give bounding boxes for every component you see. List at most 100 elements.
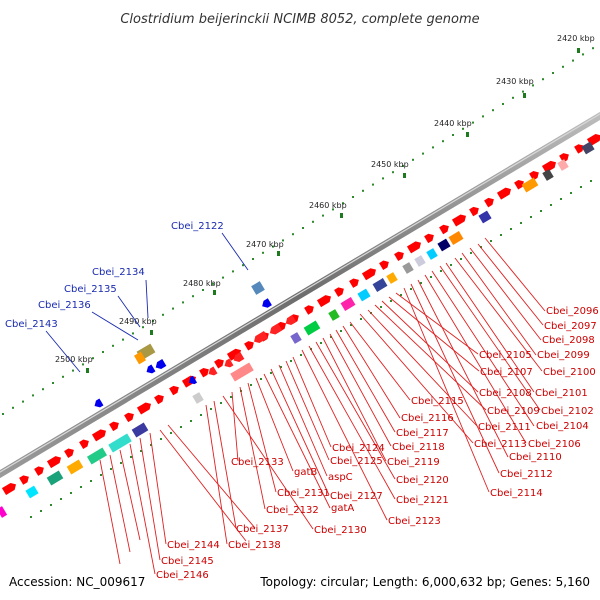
gene-label[interactable]: Cbei_2116 bbox=[401, 413, 454, 424]
scale-dot bbox=[400, 294, 402, 296]
scale-dot bbox=[132, 332, 134, 335]
gene-label[interactable]: Cbei_2130 bbox=[314, 525, 367, 536]
gene-arrow bbox=[394, 251, 404, 262]
scale-dot bbox=[472, 121, 474, 124]
gene-label[interactable]: Cbei_2118 bbox=[392, 442, 445, 453]
scale-tick bbox=[150, 330, 153, 335]
connector-line bbox=[349, 321, 411, 401]
gene-box bbox=[372, 278, 388, 292]
gene-arrow-shape bbox=[19, 475, 29, 485]
gene-label[interactable]: Cbei_2133 bbox=[231, 457, 284, 468]
gene-box bbox=[448, 231, 464, 245]
gene-label[interactable]: Cbei_2100 bbox=[543, 367, 596, 378]
gene-label[interactable]: Cbei_2102 bbox=[541, 406, 594, 417]
gene-arrow-shape bbox=[188, 375, 198, 385]
gene-label[interactable]: Cbei_2114 bbox=[490, 488, 543, 499]
gene-label[interactable]: Cbei_2124 bbox=[332, 443, 385, 454]
gene-label[interactable]: Cbei_2127 bbox=[330, 491, 383, 502]
gene-box-shape bbox=[86, 447, 108, 465]
gene-label[interactable]: Cbei_2115 bbox=[411, 396, 464, 407]
gene-box-shape bbox=[414, 255, 426, 267]
gene-arrow-shape bbox=[226, 348, 242, 361]
scale-dot bbox=[402, 165, 404, 167]
gene-label[interactable]: Cbei_2135 bbox=[64, 284, 117, 295]
scale-dot bbox=[270, 372, 272, 374]
gene-box bbox=[25, 485, 39, 499]
gene-arrow bbox=[19, 475, 29, 485]
gene-label[interactable]: Cbei_2105 bbox=[479, 350, 532, 361]
gene-label[interactable]: Cbei_2098 bbox=[542, 335, 595, 346]
gene-arrow-shape bbox=[514, 180, 524, 190]
gene-label[interactable]: Cbei_2146 bbox=[156, 570, 209, 581]
gene-label[interactable]: Cbei_2136 bbox=[38, 300, 91, 311]
scale-dot bbox=[122, 338, 124, 341]
scale-dot bbox=[330, 336, 332, 338]
gene-arrow-shape bbox=[154, 394, 164, 405]
gene-label[interactable]: Cbei_2143 bbox=[5, 319, 58, 330]
gene-label[interactable]: Cbei_2109 bbox=[487, 406, 540, 417]
gene-label[interactable]: Cbei_2099 bbox=[537, 350, 590, 361]
gene-label[interactable]: Cbei_2113 bbox=[474, 439, 527, 450]
gene-box-shape bbox=[372, 278, 388, 292]
gene-arrow bbox=[424, 233, 434, 244]
blue-gene-labels: Cbei_2122 Cbei_2134 Cbei_2135 Cbei_2136 … bbox=[5, 221, 224, 330]
scale-dot bbox=[380, 306, 382, 308]
connector-line bbox=[221, 232, 249, 271]
map-title: Clostridium beijerinckii NCIMB 8052, com… bbox=[120, 12, 479, 27]
scale-dot bbox=[12, 406, 14, 409]
gene-label[interactable]: Cbei_2097 bbox=[544, 321, 597, 332]
gene-label[interactable]: Cbei_2120 bbox=[396, 475, 449, 486]
gene-label[interactable]: Cbei_2145 bbox=[161, 556, 214, 567]
gene-box-shape bbox=[437, 238, 451, 252]
gene-label[interactable]: Cbei_2131 bbox=[277, 488, 330, 499]
scale-dot bbox=[350, 324, 352, 326]
gene-arrow-shape bbox=[244, 341, 254, 351]
gene-label[interactable]: Cbei_2104 bbox=[536, 421, 589, 432]
scale-dot bbox=[262, 251, 264, 254]
gene-box bbox=[542, 169, 554, 181]
gene-label[interactable]: Cbei_2132 bbox=[266, 505, 319, 516]
scale-dot bbox=[170, 432, 172, 434]
gene-label[interactable]: Cbei_2111 bbox=[478, 422, 531, 433]
gene-arrow-shape bbox=[262, 298, 272, 308]
gene-arrow bbox=[169, 385, 179, 396]
gene-box bbox=[131, 422, 149, 438]
gene-label[interactable]: Cbei_2134 bbox=[92, 267, 145, 278]
gene-label[interactable]: Cbei_2137 bbox=[236, 524, 289, 535]
gene-box-shape bbox=[134, 351, 146, 365]
gene-label[interactable]: Cbei_2123 bbox=[388, 516, 441, 527]
gene-arrow-shape bbox=[34, 466, 44, 476]
kbp-label: 2420 kbp bbox=[557, 34, 595, 43]
scale-dot bbox=[360, 318, 362, 320]
gene-label[interactable]: Cbei_2144 bbox=[167, 540, 220, 551]
scale-dot bbox=[92, 357, 94, 360]
scale-dot bbox=[470, 252, 472, 254]
gene-label[interactable]: aspC bbox=[328, 472, 353, 483]
gene-arrow-shape bbox=[529, 171, 539, 181]
gene-label[interactable]: Cbei_2112 bbox=[500, 469, 553, 480]
gene-label[interactable]: Cbei_2096 bbox=[546, 306, 599, 317]
gene-label[interactable]: gatA bbox=[331, 503, 354, 514]
gene-box-shape bbox=[192, 392, 204, 404]
gene-label[interactable]: Cbei_2125 bbox=[330, 456, 383, 467]
gene-box-shape bbox=[402, 262, 414, 274]
gene-label[interactable]: Cbei_2108 bbox=[479, 388, 532, 399]
gene-box-shape bbox=[426, 248, 438, 260]
gene-label[interactable]: Cbei_2110 bbox=[509, 452, 562, 463]
gene-arrow-shape bbox=[451, 214, 467, 227]
connector-line bbox=[315, 341, 396, 480]
scale-dot bbox=[542, 78, 544, 81]
gene-label[interactable]: Cbei_2121 bbox=[396, 495, 449, 506]
gene-label[interactable]: Cbei_2117 bbox=[396, 428, 449, 439]
connector-line bbox=[424, 274, 527, 444]
gene-label[interactable]: Cbei_2101 bbox=[535, 388, 588, 399]
gene-label[interactable]: Cbei_2106 bbox=[528, 439, 581, 450]
gene-label[interactable]: Cbei_2119 bbox=[387, 457, 440, 468]
gene-label[interactable]: Cbei_2138 bbox=[228, 540, 281, 551]
gene-label[interactable]: gatB bbox=[294, 467, 317, 478]
gene-label[interactable]: Cbei_2107 bbox=[480, 367, 533, 378]
gene-arrow bbox=[541, 160, 557, 173]
outer-scale-ticks bbox=[86, 48, 580, 373]
gene-label[interactable]: Cbei_2122 bbox=[171, 221, 224, 232]
